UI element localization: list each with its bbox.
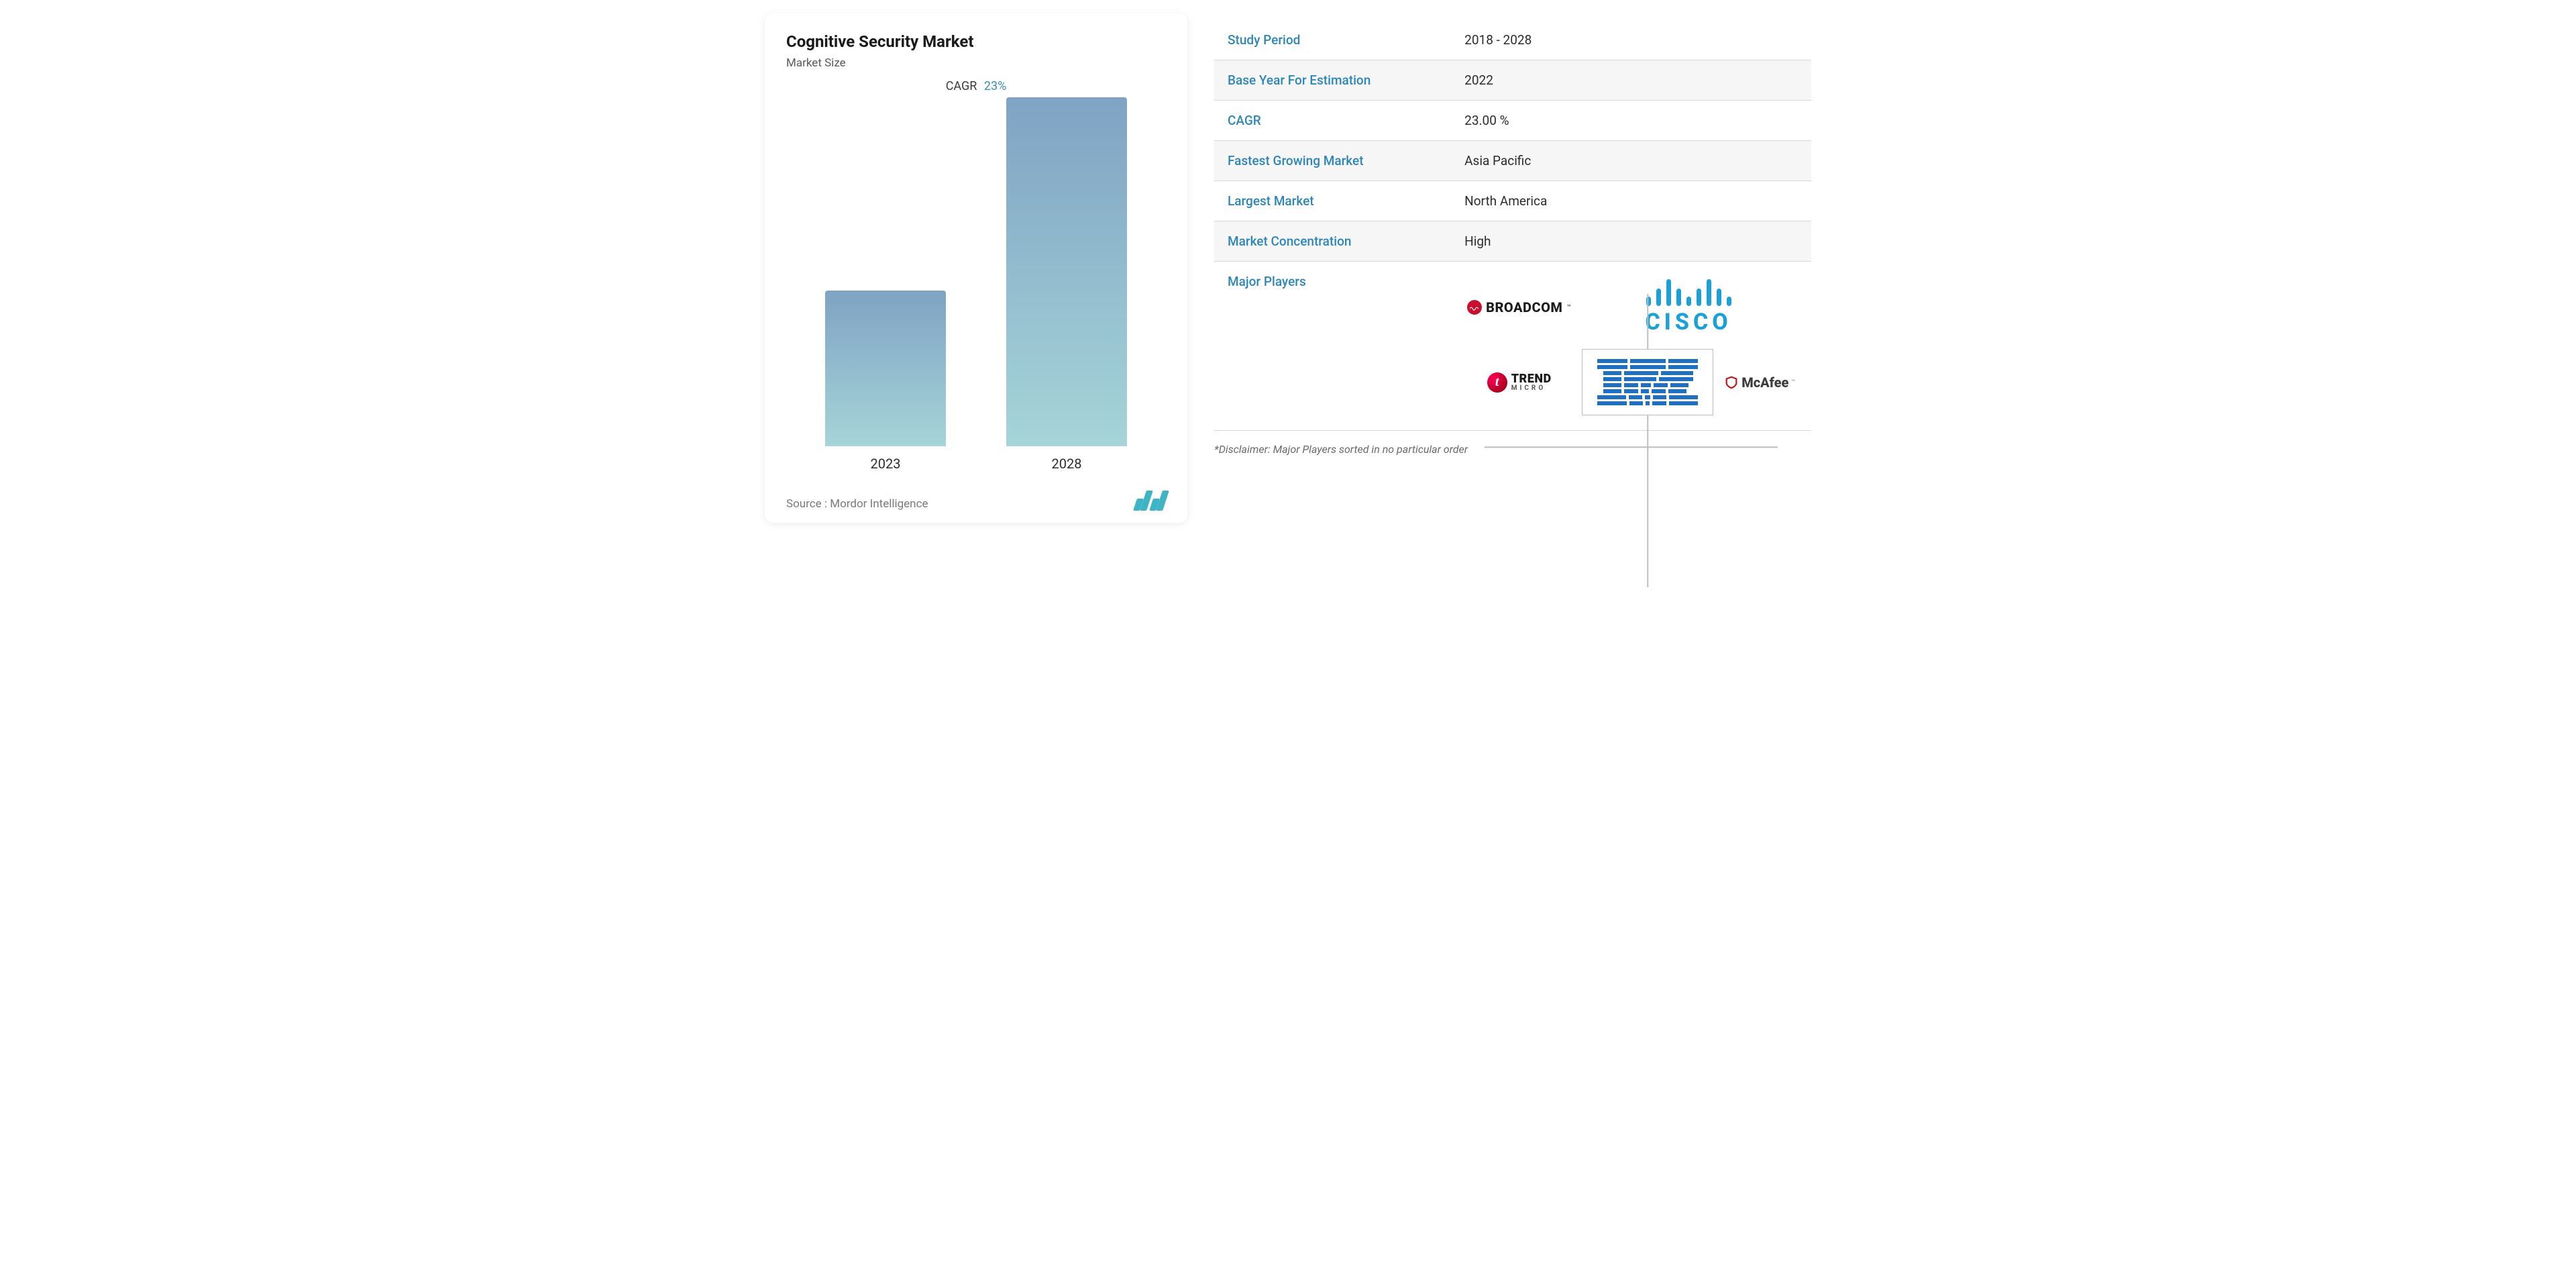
info-value: North America — [1451, 181, 1811, 221]
info-row: CAGR23.00 % — [1214, 101, 1811, 141]
report-summary: Cognitive Security Market Market Size CA… — [765, 13, 1811, 523]
info-value: High — [1451, 221, 1811, 262]
chart-x-label: 2023 — [825, 456, 946, 472]
chart-x-axis: 2023 2028 — [786, 456, 1166, 472]
logo-mcafee: McAfee™ — [1724, 374, 1795, 391]
chart-x-label: 2028 — [1006, 456, 1127, 472]
info-value: 23.00 % — [1451, 101, 1811, 141]
info-row: Fastest Growing MarketAsia Pacific — [1214, 141, 1811, 181]
info-key: Market Concentration — [1214, 221, 1451, 262]
cagr-label: CAGR — [946, 79, 977, 93]
info-key: CAGR — [1214, 101, 1451, 141]
logo-trendmicro: t TREND MICRO — [1487, 372, 1552, 393]
chart-bar — [1006, 97, 1127, 446]
chart-title: Cognitive Security Market — [786, 32, 1166, 51]
cagr-value: 23% — [984, 79, 1006, 93]
chart-plot-area — [786, 97, 1166, 446]
info-key: Fastest Growing Market — [1214, 141, 1451, 181]
players-row: Major Players BROADCOM™ — [1214, 262, 1811, 431]
info-value: 2018 - 2028 — [1451, 20, 1811, 60]
info-row: Base Year For Estimation2022 — [1214, 60, 1811, 101]
players-grid: BROADCOM™ — [1464, 274, 1798, 418]
mordor-logo-icon — [1135, 491, 1166, 511]
chart-card: Cognitive Security Market Market Size CA… — [765, 13, 1187, 523]
source-prefix: Source : — [786, 497, 830, 511]
info-panel: Study Period2018 - 2028Base Year For Est… — [1214, 13, 1811, 523]
players-grid-lines — [1464, 274, 1798, 607]
info-row: Market ConcentrationHigh — [1214, 221, 1811, 262]
info-row: Largest MarketNorth America — [1214, 181, 1811, 221]
info-table: Study Period2018 - 2028Base Year For Est… — [1214, 20, 1811, 431]
info-value: 2022 — [1451, 60, 1811, 101]
info-key: Study Period — [1214, 20, 1451, 60]
chart-footer: Source : Mordor Intelligence — [786, 491, 1166, 511]
players-label: Major Players — [1214, 262, 1451, 431]
chart-cagr: CAGR 23% — [786, 79, 1166, 93]
logo-cisco: CISCO — [1645, 279, 1731, 336]
source-text: Mordor Intelligence — [830, 497, 928, 511]
info-key: Base Year For Estimation — [1214, 60, 1451, 101]
info-value: Asia Pacific — [1451, 141, 1811, 181]
chart-bar — [825, 291, 946, 446]
info-key: Largest Market — [1214, 181, 1451, 221]
logo-broadcom: BROADCOM™ — [1467, 299, 1571, 315]
disclaimer-text: *Disclaimer: Major Players sorted in no … — [1214, 443, 1811, 456]
logo-ibm — [1582, 349, 1713, 415]
chart-subtitle: Market Size — [786, 56, 1166, 70]
info-row: Study Period2018 - 2028 — [1214, 20, 1811, 60]
